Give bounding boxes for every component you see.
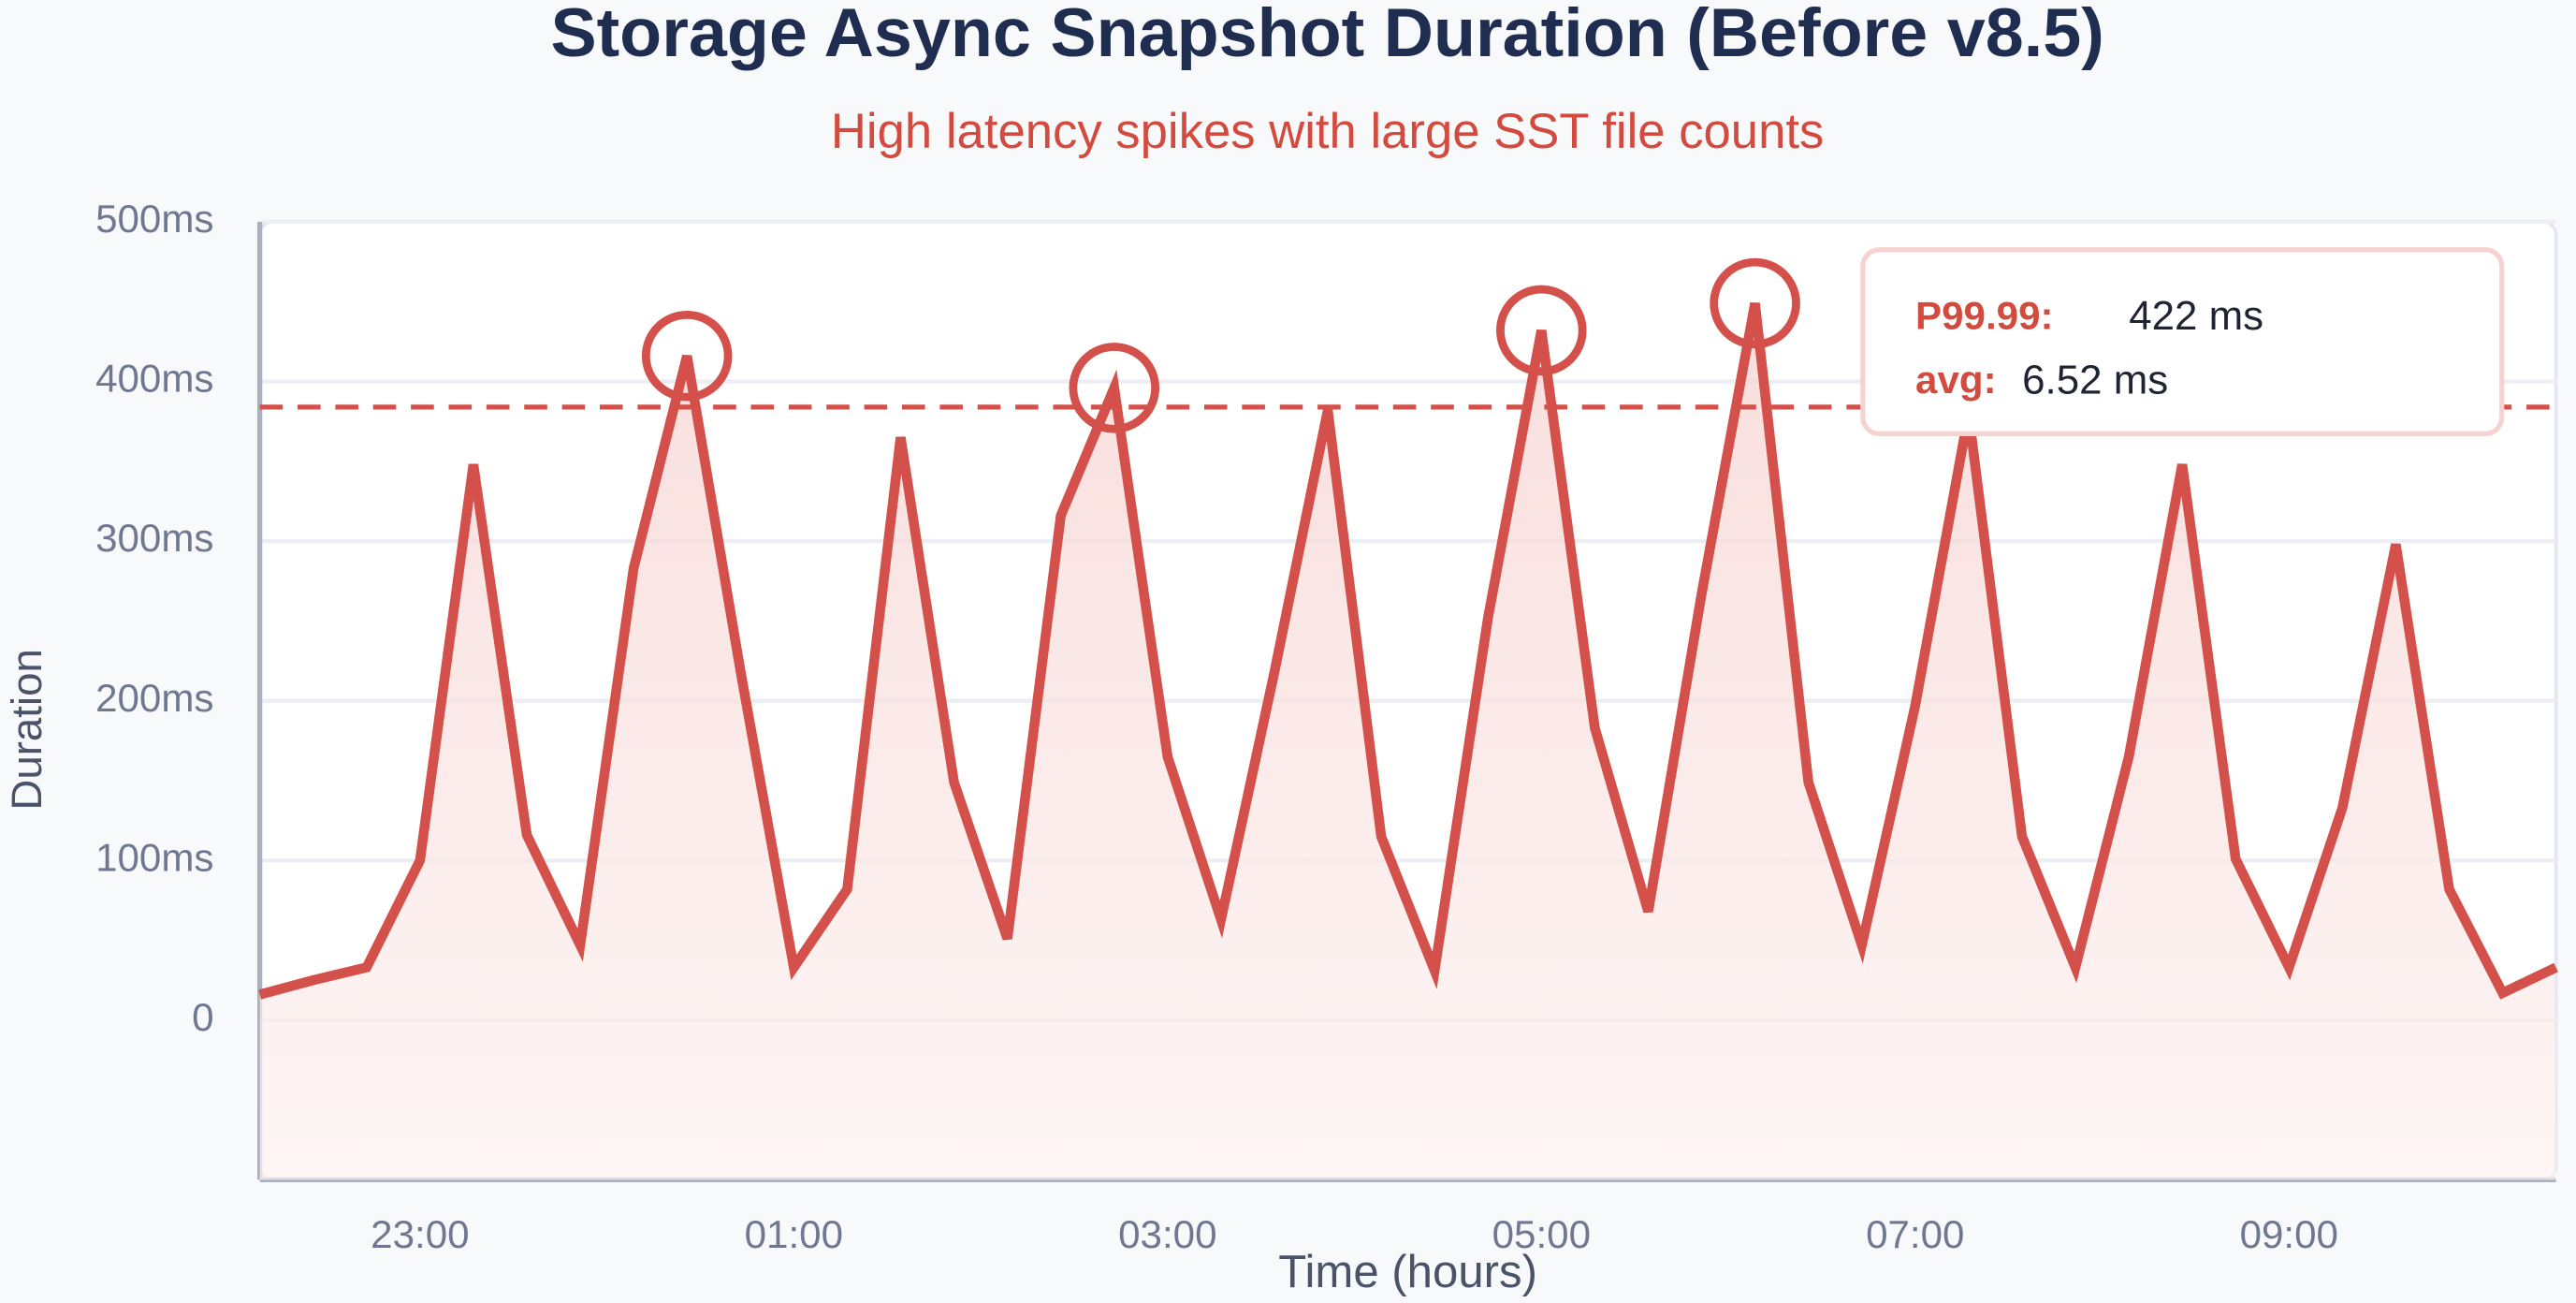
spike-marker	[1710, 257, 1800, 349]
chart-subtitle: High latency spikes with large SST file …	[831, 104, 1824, 159]
spike-marker	[1496, 285, 1587, 376]
x-tick-label: 01:00	[745, 1212, 843, 1256]
stats-value: 6.52 ms	[2022, 358, 2168, 403]
stats-value: 422 ms	[2129, 293, 2263, 339]
series-line	[258, 302, 2558, 1000]
y-tick-label: 0	[192, 995, 213, 1039]
spike-marker	[1069, 343, 1160, 433]
stats-box	[1860, 247, 2505, 437]
y-tick-label: 100ms	[95, 835, 213, 879]
y-tick-label: 300ms	[95, 516, 213, 560]
stats-label: P99.99:	[1915, 294, 2053, 338]
y-axis-label: Duration	[3, 649, 51, 810]
y-tick-label: 400ms	[95, 357, 213, 401]
x-tick-label: 07:00	[1866, 1212, 1964, 1256]
x-tick-label: 23:00	[371, 1212, 469, 1256]
x-tick-label: 03:00	[1118, 1212, 1216, 1256]
x-axis-label: Time (hours)	[1278, 1247, 1537, 1297]
chart-title: Storage Async Snapshot Duration (Before …	[550, 0, 2103, 71]
x-tick-label: 05:00	[1492, 1212, 1591, 1256]
stats-label: avg:	[1915, 358, 1997, 402]
y-tick-label: 500ms	[95, 197, 213, 241]
y-tick-label: 200ms	[95, 676, 213, 720]
spike-marker	[641, 310, 733, 402]
x-tick-label: 09:00	[2240, 1212, 2338, 1256]
